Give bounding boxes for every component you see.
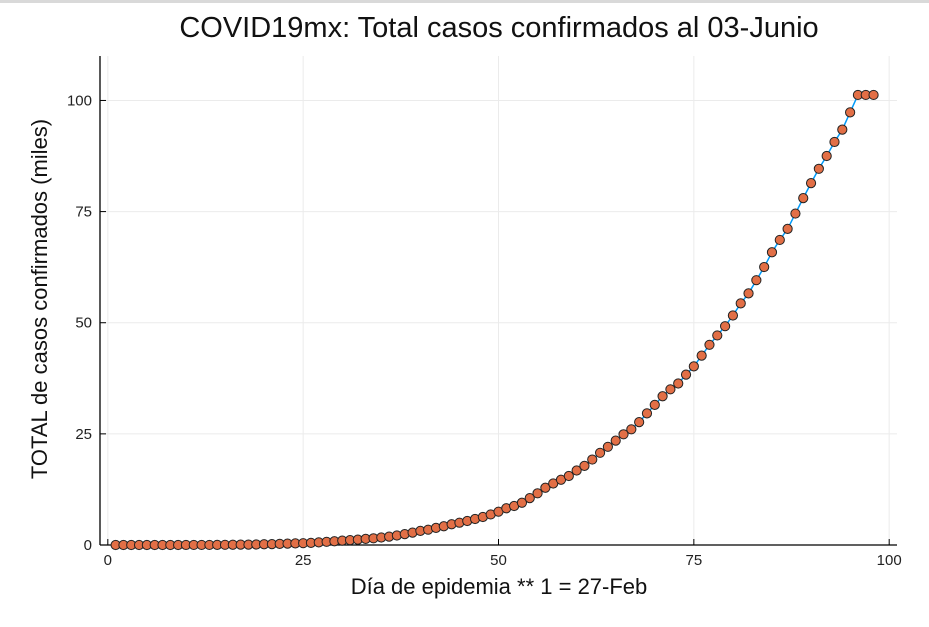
data-point	[727, 310, 739, 321]
y-tick-label: 50	[75, 315, 92, 332]
data-point	[805, 178, 817, 189]
data-point	[610, 435, 621, 446]
data-point	[540, 482, 551, 493]
data-point	[680, 369, 692, 380]
data-point	[649, 399, 660, 410]
data-point	[579, 460, 590, 471]
y-tick-label: 25	[75, 426, 92, 443]
y-tick-label: 0	[84, 537, 92, 554]
data-point	[563, 470, 574, 482]
data-point	[782, 223, 793, 235]
data-point	[837, 124, 848, 135]
data-point	[704, 339, 715, 350]
data-point	[634, 417, 645, 428]
top-border	[0, 0, 929, 3]
data-point	[696, 350, 707, 361]
x-tick-label: 50	[490, 552, 507, 569]
data-point	[821, 150, 832, 162]
data-point	[712, 330, 723, 341]
y-tick-label: 75	[75, 204, 92, 221]
data-point	[688, 361, 699, 372]
data-point	[751, 275, 762, 286]
data-point	[587, 454, 598, 465]
series-line	[115, 94, 874, 546]
data-point	[774, 234, 785, 246]
data-point	[571, 465, 582, 476]
data-point	[720, 321, 731, 332]
grid	[100, 56, 897, 546]
x-tick-label: 0	[104, 552, 112, 569]
data-point	[829, 136, 840, 148]
x-tick-label: 25	[295, 552, 312, 569]
data-point	[532, 488, 543, 499]
data-point	[813, 163, 824, 174]
x-axis-title: Día de epidemia ** 1 = 27-Feb	[351, 574, 648, 599]
data-point	[618, 429, 629, 440]
data-point	[790, 208, 801, 219]
data-point	[516, 497, 528, 508]
data-point	[798, 193, 809, 204]
data-point	[759, 261, 770, 273]
markers	[110, 89, 879, 551]
data-point	[626, 424, 637, 435]
x-tick-label: 100	[877, 552, 902, 569]
chart-title: COVID19mx: Total casos confirmados al 03…	[179, 12, 818, 44]
y-axis-title: TOTAL de casos confirmados (miles)	[27, 119, 52, 479]
data-point	[594, 447, 606, 458]
data-point	[673, 378, 684, 389]
data-point	[602, 441, 613, 452]
data-point	[766, 247, 778, 258]
data-point	[665, 384, 676, 395]
data-point	[743, 288, 754, 299]
y-tick-label: 100	[67, 92, 92, 109]
x-tick-label: 75	[685, 552, 702, 569]
data-point	[657, 391, 668, 402]
ticks: 0 25 50 75 100 0 25 50 75 100	[67, 92, 902, 569]
data-point	[524, 493, 535, 504]
data-point	[868, 89, 879, 101]
data-point	[845, 107, 856, 118]
data-point	[641, 408, 653, 419]
data-point	[735, 298, 746, 309]
